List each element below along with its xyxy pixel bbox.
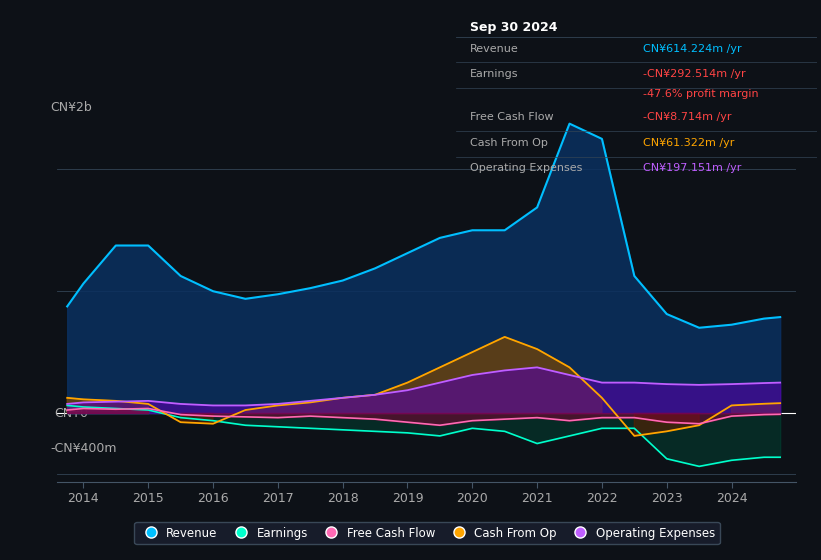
- Text: CN¥0: CN¥0: [54, 407, 88, 419]
- Text: Sep 30 2024: Sep 30 2024: [470, 21, 557, 34]
- Text: -CN¥8.714m /yr: -CN¥8.714m /yr: [644, 113, 732, 122]
- Text: Cash From Op: Cash From Op: [470, 138, 548, 148]
- Text: Operating Expenses: Operating Expenses: [470, 164, 582, 173]
- Text: CN¥614.224m /yr: CN¥614.224m /yr: [644, 44, 742, 54]
- Text: -CN¥400m: -CN¥400m: [50, 442, 117, 455]
- Text: Earnings: Earnings: [470, 69, 519, 79]
- Text: CN¥2b: CN¥2b: [50, 101, 92, 114]
- Legend: Revenue, Earnings, Free Cash Flow, Cash From Op, Operating Expenses: Revenue, Earnings, Free Cash Flow, Cash …: [135, 522, 719, 544]
- Text: -47.6% profit margin: -47.6% profit margin: [644, 89, 759, 99]
- Text: CN¥61.322m /yr: CN¥61.322m /yr: [644, 138, 735, 148]
- Text: Revenue: Revenue: [470, 44, 519, 54]
- Text: -CN¥292.514m /yr: -CN¥292.514m /yr: [644, 69, 746, 79]
- Text: Free Cash Flow: Free Cash Flow: [470, 113, 553, 122]
- Text: CN¥197.151m /yr: CN¥197.151m /yr: [644, 164, 742, 173]
